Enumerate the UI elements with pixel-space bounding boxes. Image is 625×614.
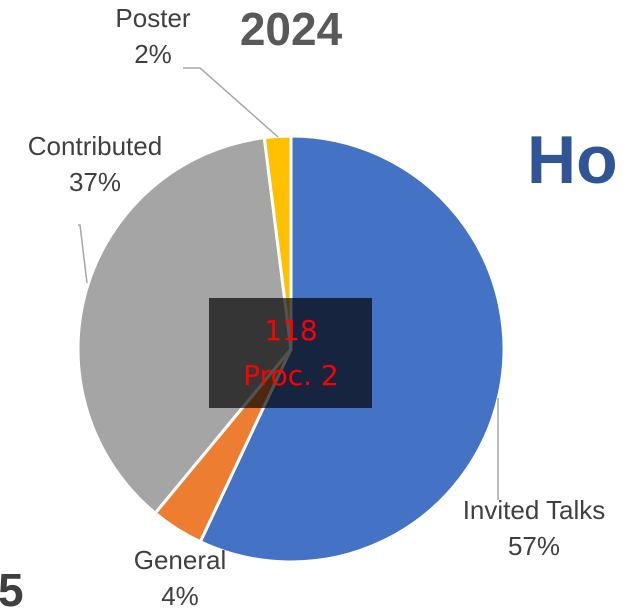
leader-lines	[78, 67, 499, 500]
pie-slice	[76, 136, 293, 515]
slice-value-label: 57%	[508, 531, 560, 561]
overlay-box	[209, 298, 372, 408]
overlay-text: 118	[264, 314, 317, 347]
slice-label: Poster	[115, 3, 190, 33]
slice-value-label: 37%	[69, 167, 121, 197]
leader-line	[183, 67, 279, 138]
slice-value-label: 2%	[134, 39, 172, 69]
overlay-text: Proc. 2	[243, 359, 338, 392]
slice-label: Invited Talks	[463, 495, 606, 525]
slice-value-label: 4%	[161, 581, 199, 611]
slice-label: Contributed	[28, 131, 162, 161]
leader-line	[78, 224, 88, 284]
side-text: 5	[0, 564, 24, 614]
chart-title: 2024	[240, 3, 343, 55]
side-text: Ho	[527, 122, 618, 198]
slice-label: General	[134, 545, 227, 575]
